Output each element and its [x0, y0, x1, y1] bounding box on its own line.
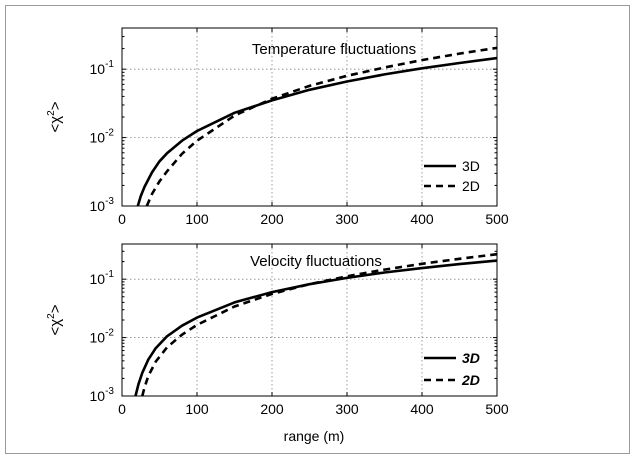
- x-tick-label: 500: [485, 211, 509, 227]
- x-tick-label: 500: [485, 401, 509, 417]
- y-tick-label: 10-1: [90, 269, 115, 287]
- x-tick-label: 100: [185, 401, 209, 417]
- legend-label-3d: 3D: [462, 158, 480, 174]
- y-tick-label: 10-1: [90, 59, 115, 77]
- legend-label-2d: 2D: [462, 178, 480, 194]
- x-tick-label: 300: [335, 401, 359, 417]
- temperature-grid: [122, 28, 497, 206]
- series-line-3d: [134, 259, 498, 397]
- velocity-series: [134, 252, 498, 397]
- x-axis-label: range (m): [284, 428, 345, 444]
- x-tick-label: 0: [118, 401, 126, 417]
- x-tick-label: 400: [410, 401, 434, 417]
- y-tick-label: 10-2: [90, 128, 115, 146]
- y-tick-label: 10-3: [90, 386, 115, 404]
- temperature-legend: 3D 2D: [424, 158, 480, 194]
- x-tick-label: 100: [185, 211, 209, 227]
- series-line-2d: [145, 46, 498, 207]
- velocity-legend: 3D 2D: [424, 350, 480, 388]
- x-tick-label: 300: [335, 211, 359, 227]
- y-tick-label: 10-2: [90, 328, 115, 346]
- legend-label-2d: 2D: [461, 372, 480, 388]
- x-tick-label: 200: [260, 211, 284, 227]
- series-line-3d: [136, 56, 498, 207]
- velocity-tick-labels: 0 100 200 300 400 500 10-3 10-2 10-1: [90, 269, 509, 417]
- velocity-panel: 0 100 200 300 400 500 10-3 10-2 10-1 Velocity fl…: [46, 243, 509, 444]
- y-tick-label: 10-3: [90, 196, 115, 214]
- x-tick-label: 200: [260, 401, 284, 417]
- x-tick-label: 0: [118, 211, 126, 227]
- temperature-tick-labels: 0 100 200 300 400 500 10-3 10-2 10-1: [90, 59, 509, 227]
- temperature-panel: 0 100 200 300 400 500 10-3 10-2 10-1 Temperature…: [46, 27, 509, 227]
- velocity-grid: [122, 244, 497, 396]
- x-tick-label: 400: [410, 211, 434, 227]
- velocity-y-axis-label: <χ2>: [46, 304, 64, 335]
- velocity-ticks: [121, 243, 498, 397]
- figure-frame: [5, 5, 630, 454]
- temperature-title: Temperature fluctuations: [252, 41, 416, 58]
- legend-label-3d: 3D: [462, 350, 480, 366]
- velocity-title: Velocity fluctuations: [250, 253, 382, 270]
- temperature-y-axis-label: <χ2>: [46, 101, 64, 132]
- temperature-series: [136, 46, 498, 207]
- series-line-2d: [141, 252, 498, 397]
- temperature-ticks: [121, 27, 498, 207]
